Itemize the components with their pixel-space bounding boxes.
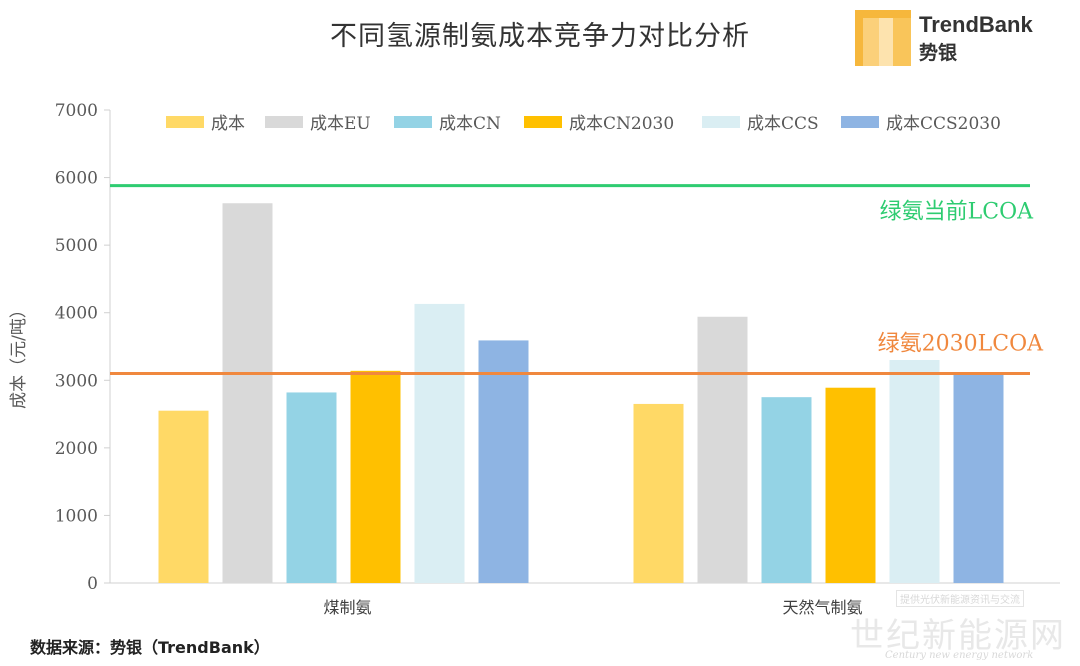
reference-line-label: 绿氨当前LCOA — [880, 200, 1034, 225]
y-tick-label: 6000 — [55, 169, 98, 189]
chart-title: 不同氢源制氨成本竞争力对比分析 — [330, 21, 750, 52]
watermark-tagline: 提供光伏新能源资讯与交流 — [896, 590, 1024, 607]
y-tick-label: 2000 — [55, 439, 98, 459]
bar-成本CN2030-煤制氨 — [350, 370, 401, 583]
y-tick-label: 1000 — [55, 506, 98, 526]
legend-label: 成本EU — [310, 114, 371, 134]
legend-swatch — [841, 116, 879, 128]
legend-swatch — [702, 116, 740, 128]
bar-成本-天然气制氨 — [633, 403, 684, 583]
bar-成本EU-煤制氨 — [222, 203, 273, 583]
bar-成本CN2030-天然气制氨 — [825, 387, 876, 583]
bar-成本CCS2030-天然气制氨 — [953, 372, 1004, 583]
trendbank-logo-icon — [855, 10, 911, 66]
y-tick-label: 0 — [87, 574, 98, 594]
trendbank-logo: TrendBank 势银 — [855, 10, 1070, 66]
legend-label: 成本CN2030 — [569, 114, 674, 134]
legend-swatch — [524, 116, 562, 128]
bar-成本CCS-煤制氨 — [414, 303, 465, 583]
bar-成本CN-天然气制氨 — [761, 397, 812, 583]
legend-swatch — [394, 116, 432, 128]
brand-name: TrendBank — [919, 12, 1033, 37]
y-tick-label: 4000 — [55, 304, 98, 324]
legend-label: 成本CCS2030 — [886, 114, 1001, 134]
x-category-label: 天然气制氨 — [782, 598, 862, 617]
bar-成本EU-天然气制氨 — [697, 316, 748, 583]
legend-label: 成本 — [211, 114, 245, 134]
bar-成本CCS2030-煤制氨 — [478, 340, 529, 583]
y-tick-label: 3000 — [55, 371, 98, 391]
legend-label: 成本CN — [439, 114, 501, 134]
reference-line-label: 绿氨2030LCOA — [878, 332, 1044, 357]
watermark-logo-text: 世纪新能源网 — [850, 616, 1066, 656]
bar-成本CCS-天然气制氨 — [889, 360, 940, 583]
legend-swatch — [166, 116, 204, 128]
y-tick-label: 5000 — [55, 236, 98, 256]
legend-label: 成本CCS — [747, 114, 819, 134]
y-tick-label: 7000 — [55, 101, 98, 121]
source-note: 数据来源：势银（TrendBank） — [30, 638, 270, 657]
bar-成本CN-煤制氨 — [286, 392, 337, 583]
x-category-label: 煤制氨 — [323, 598, 371, 617]
legend-swatch — [265, 116, 303, 128]
bar-成本-煤制氨 — [158, 410, 209, 583]
watermark-english: Century new energy network — [885, 650, 1034, 661]
y-axis-title: 成本（元/吨） — [9, 301, 29, 409]
brand-cn-name: 势银 — [919, 42, 958, 64]
